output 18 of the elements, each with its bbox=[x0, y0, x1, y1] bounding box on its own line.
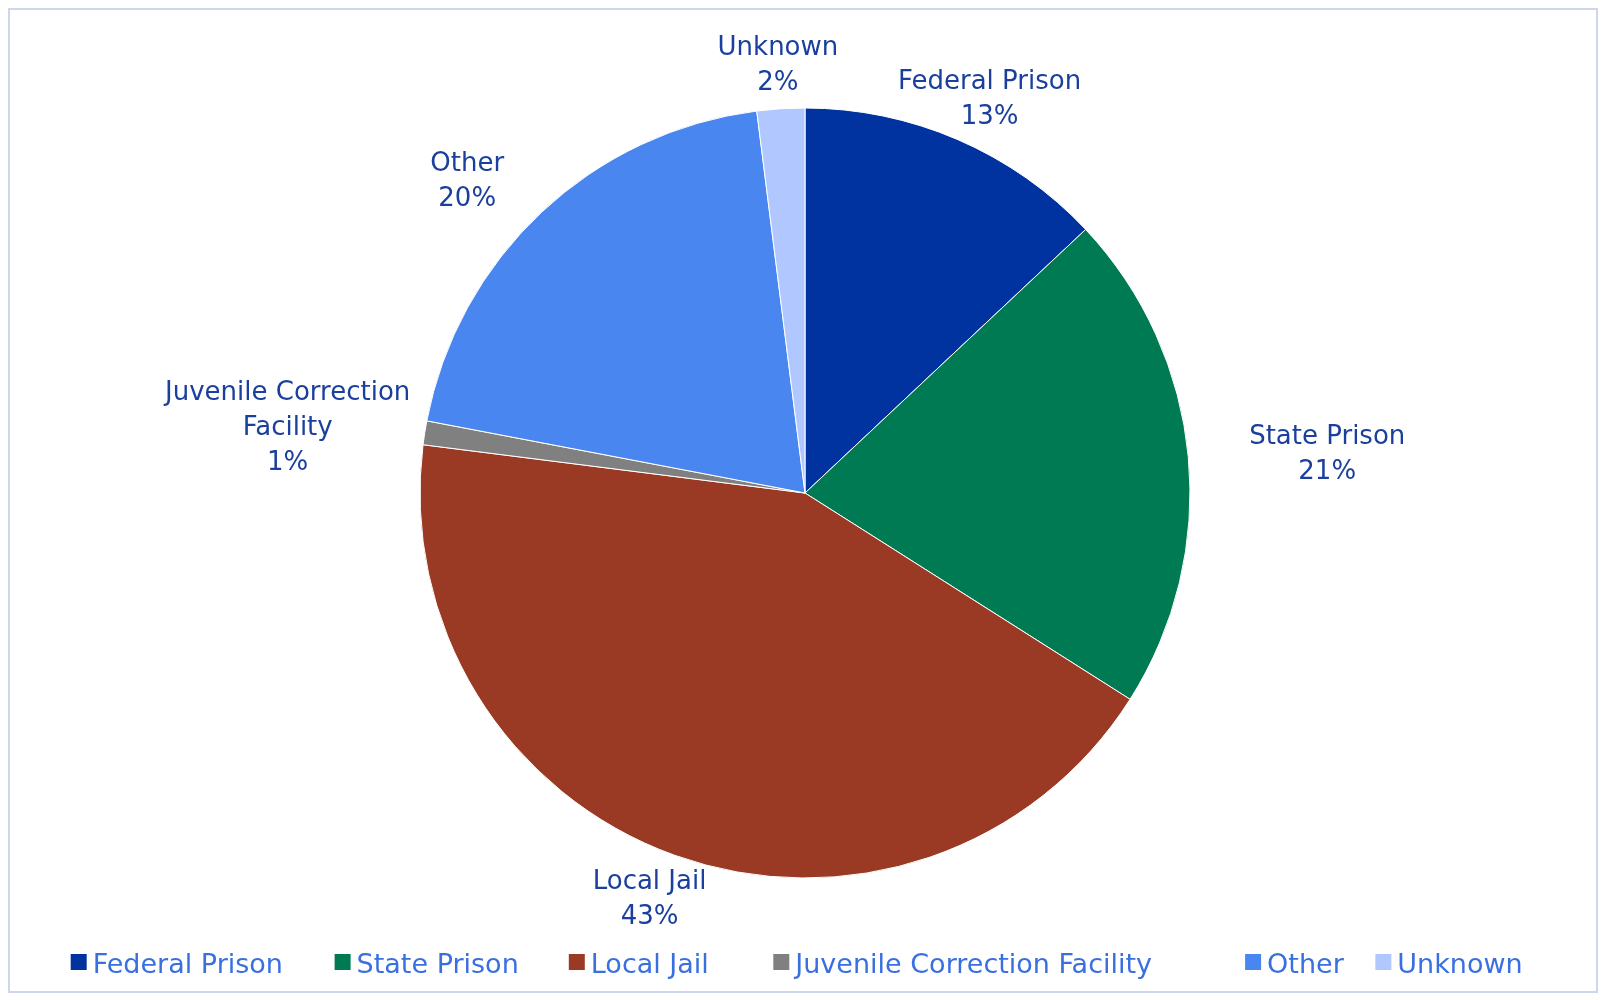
data-label: 20% bbox=[438, 181, 497, 212]
slice-label: Federal Prison bbox=[897, 65, 1082, 96]
slice-label: Other bbox=[430, 146, 505, 177]
legend-label: Unknown bbox=[1397, 948, 1523, 979]
legend-label: State Prison bbox=[356, 948, 519, 979]
data-label: 2% bbox=[757, 65, 799, 96]
data-label: 13% bbox=[960, 100, 1019, 131]
legend-label: Federal Prison bbox=[92, 948, 283, 979]
data-label: 1% bbox=[267, 445, 309, 476]
legend-label: Juvenile Correction Facility bbox=[793, 948, 1153, 979]
slice-label: Local Jail bbox=[592, 864, 707, 895]
legend-label: Local Jail bbox=[590, 948, 709, 979]
slice-label: Juvenile Correction Facility bbox=[163, 375, 411, 441]
data-label: 43% bbox=[620, 899, 679, 930]
legend-label: Other bbox=[1267, 948, 1345, 979]
slice-label: Unknown bbox=[717, 30, 839, 61]
data-label: 21% bbox=[1298, 454, 1357, 485]
slice-label: State Prison bbox=[1249, 419, 1406, 450]
